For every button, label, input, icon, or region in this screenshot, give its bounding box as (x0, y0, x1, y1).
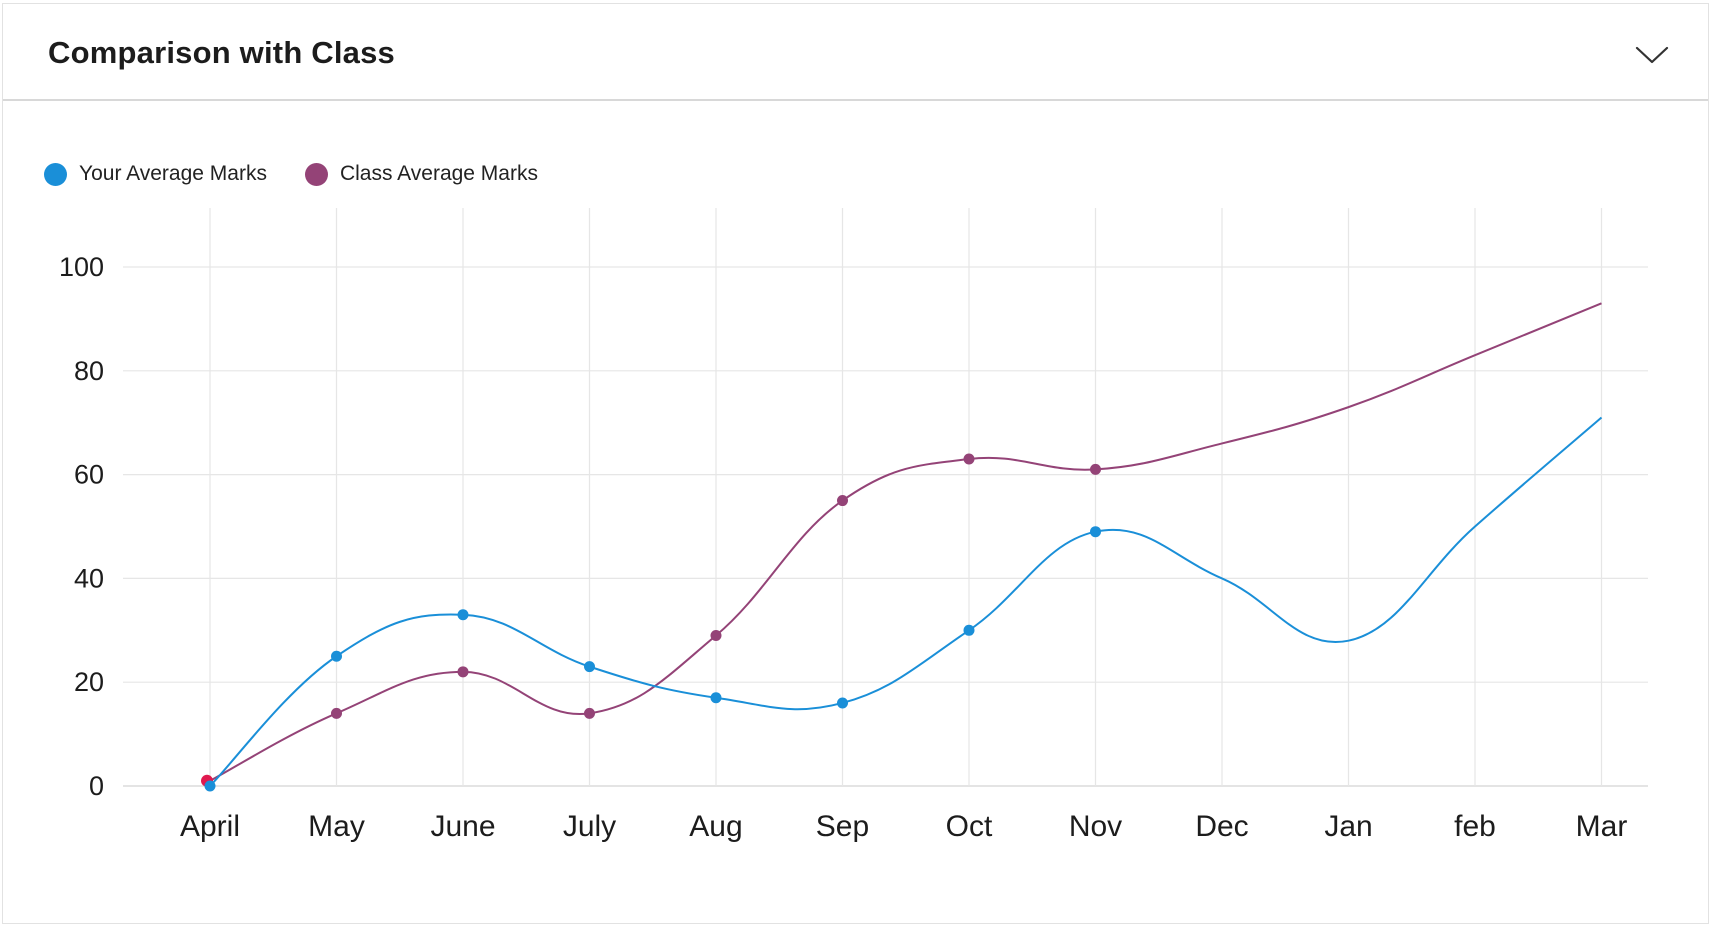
y-axis-ticks: 0 20 40 60 80 100 (59, 252, 104, 801)
series-line-0 (209, 416, 1603, 787)
data-point[interactable] (331, 707, 342, 719)
x-tick-label: feb (1454, 810, 1496, 843)
data-point[interactable] (1090, 526, 1101, 538)
x-axis-ticks: April May June July Aug Sep Oct Nov Dec Jan feb Mar (180, 810, 1627, 843)
x-tick-label: July (563, 810, 616, 843)
x-tick-label: Oct (946, 810, 993, 843)
legend-label-class-average: Class Average Marks (339, 162, 538, 185)
data-point[interactable] (584, 707, 595, 719)
x-tick-label: Sep (816, 810, 869, 843)
data-point[interactable] (457, 666, 469, 678)
x-tick-label: Mar (1576, 810, 1628, 843)
card-header[interactable]: Comparison with Class (3, 4, 1708, 101)
x-tick-label: Dec (1195, 810, 1248, 843)
data-point[interactable] (837, 697, 848, 709)
y-tick-label: 100 (59, 252, 104, 282)
data-point[interactable] (584, 661, 595, 673)
card-title: Comparison with Class (48, 35, 395, 70)
y-tick-label: 0 (89, 771, 104, 801)
chart-grid (123, 208, 1648, 787)
data-point[interactable] (837, 495, 848, 507)
legend-label-your-average: Your Average Marks (79, 162, 267, 185)
x-tick-label: June (430, 810, 495, 843)
chart-series (209, 302, 1603, 787)
y-tick-label: 20 (74, 667, 104, 697)
x-tick-label: May (308, 810, 365, 843)
chart-legend: Your Average Marks Class Average Marks (44, 160, 576, 188)
series-line-1 (209, 302, 1602, 782)
chart-points (201, 453, 1101, 792)
data-point[interactable] (710, 629, 722, 641)
data-point[interactable] (963, 453, 975, 465)
comparison-card: Comparison with Class (2, 3, 1709, 924)
y-tick-label: 60 (74, 460, 104, 490)
data-point[interactable] (710, 692, 722, 704)
data-point[interactable] (457, 609, 469, 621)
y-tick-label: 40 (74, 563, 104, 593)
legend-item-class-average[interactable]: Class Average Marks (304, 162, 538, 186)
data-point[interactable] (963, 624, 975, 636)
x-tick-label: April (180, 810, 240, 843)
data-point[interactable] (1090, 463, 1101, 475)
x-tick-label: Jan (1324, 810, 1372, 843)
chevron-down-icon[interactable] (1635, 45, 1669, 65)
legend-item-your-average[interactable]: Your Average Marks (44, 162, 267, 186)
legend-marker-your-average (44, 162, 67, 186)
data-point[interactable] (204, 780, 216, 792)
y-tick-label: 80 (74, 356, 104, 386)
x-tick-label: Nov (1069, 810, 1122, 843)
x-tick-label: Aug (689, 810, 742, 843)
data-point[interactable] (331, 650, 342, 662)
legend-marker-class-average (304, 162, 328, 186)
